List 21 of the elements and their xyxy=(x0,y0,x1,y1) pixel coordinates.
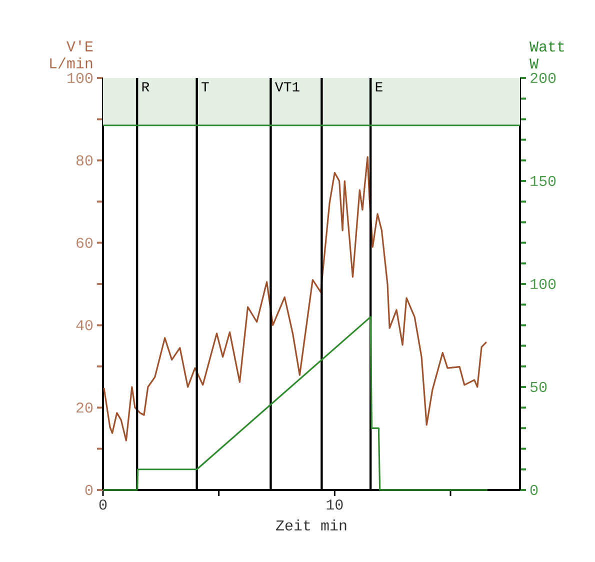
ref-line-label: VT1 xyxy=(274,82,300,92)
x-tick-label: 10 xyxy=(326,500,343,510)
y2-axis-title: Watt W xyxy=(530,41,564,68)
y2-tick-label: 100 xyxy=(530,278,556,290)
line-series xyxy=(102,316,488,491)
ref-line-label: T xyxy=(202,82,209,92)
y2-tick-label: 150 xyxy=(530,176,556,186)
ref-line-label: E xyxy=(376,82,382,92)
y2-tick-label: 0 xyxy=(530,484,538,496)
y2-tick-label: 200 xyxy=(530,72,556,84)
y-axis-title: V'E L/min xyxy=(50,40,93,68)
line-series xyxy=(103,156,488,442)
y-tick-label: 100 xyxy=(68,72,93,84)
y-tick-label: 0 xyxy=(85,484,93,496)
ref-line-label: R xyxy=(142,82,150,92)
y2-tick-label: 50 xyxy=(530,382,547,392)
x-axis-title: Zeit min xyxy=(276,520,346,531)
y-tick-label: 80 xyxy=(76,155,93,166)
y-tick-label: 40 xyxy=(76,320,93,330)
y-tick-label: 60 xyxy=(76,238,93,248)
y-tick-label: 20 xyxy=(76,402,93,413)
